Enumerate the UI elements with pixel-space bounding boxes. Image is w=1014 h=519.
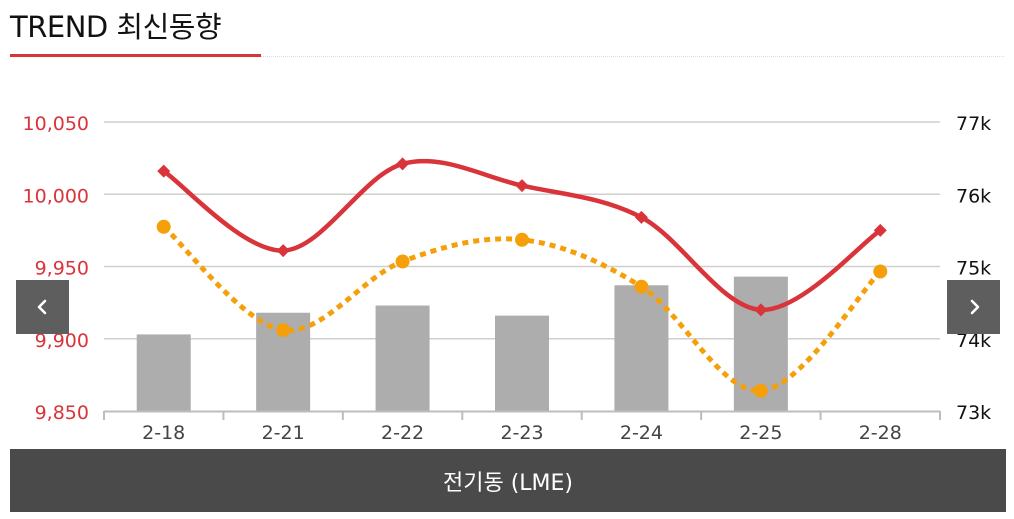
dotted-series-point: [515, 232, 529, 247]
left-axis-tick-label: 10,000: [23, 185, 89, 207]
next-button[interactable]: [947, 280, 1000, 334]
bar: [614, 285, 669, 411]
page-title: TREND 최신동향: [10, 10, 222, 44]
title-underline: [10, 54, 261, 57]
solid-series-point: [276, 244, 290, 258]
right-axis-tick-label: 75k: [956, 258, 991, 280]
chevron-left-icon: [37, 299, 46, 315]
x-axis-tick-label: 2-28: [859, 422, 902, 444]
chart-caption: 전기동 (LME): [442, 470, 574, 496]
x-axis-tick-label: 2-22: [381, 422, 424, 444]
x-axis: [103, 410, 941, 420]
dotted-series-point: [156, 219, 171, 234]
bar: [495, 315, 549, 411]
x-axis-tick-label: 2-18: [142, 422, 185, 444]
chart-caption-bar: 전기동 (LME): [10, 449, 1006, 512]
dotted-series-point: [395, 254, 410, 269]
axis-labels: 10,050 10,000 9,950 9,900 9,850 77k 76k 75k 74k 7…: [23, 113, 992, 444]
bar: [375, 305, 430, 411]
dotted-series-point: [276, 323, 291, 338]
x-axis-tick-label: 2-21: [262, 422, 305, 444]
chart-grid: [104, 121, 940, 340]
x-axis-tick-label: 2-24: [620, 422, 663, 444]
prev-button[interactable]: [16, 280, 69, 334]
right-axis-tick-label: 74k: [956, 330, 991, 352]
solid-series-point: [157, 164, 171, 178]
solid-series-point: [396, 157, 410, 171]
right-axis-tick-label: 77k: [956, 113, 991, 135]
trend-chart: 10,050 10,000 9,950 9,900 9,850 77k 76k 75k 74k 7…: [23, 113, 992, 444]
solid-series-point: [515, 179, 529, 193]
x-axis-tick-label: 2-25: [739, 422, 782, 444]
dotted-series-point: [753, 383, 768, 398]
left-axis-tick-label: 9,850: [35, 402, 89, 424]
left-axis-tick-label: 10,050: [23, 113, 89, 135]
title-divider: [261, 56, 1004, 57]
x-axis-tick-label: 2-23: [500, 422, 543, 444]
bar: [136, 334, 191, 411]
bar-series: [136, 276, 788, 411]
left-axis-tick-label: 9,950: [35, 258, 89, 280]
right-axis-tick-label: 73k: [956, 402, 991, 424]
solid-series-point: [634, 210, 648, 224]
dotted-series-point: [634, 279, 649, 294]
left-axis-tick-label: 9,900: [35, 330, 89, 352]
right-axis-tick-label: 76k: [956, 185, 991, 207]
solid-series-point: [754, 303, 768, 317]
page-header: TREND 최신동향: [10, 0, 1004, 70]
solid-series-point: [873, 223, 887, 237]
solid-line-series: [157, 157, 887, 317]
dotted-series-point: [873, 264, 888, 279]
dotted-line-series: [156, 219, 888, 398]
chevron-right-icon: [970, 299, 979, 315]
